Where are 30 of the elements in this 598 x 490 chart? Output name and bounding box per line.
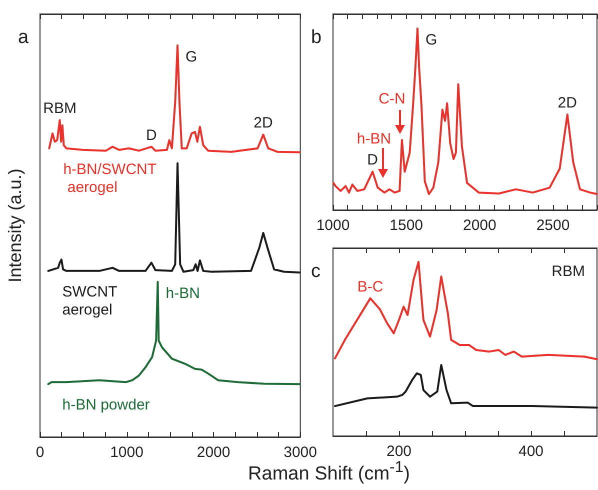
series-label: SWCNT aerogel bbox=[62, 283, 122, 318]
annotation: G bbox=[186, 48, 198, 66]
x-tick-label: 2500 bbox=[536, 217, 570, 234]
annotation: RBM bbox=[43, 100, 76, 118]
annotation: h-BN bbox=[166, 284, 200, 302]
annotation: B-C bbox=[357, 278, 384, 296]
x-tick-label: 0 bbox=[36, 444, 44, 461]
x-tick-label: 3000 bbox=[284, 444, 318, 461]
x-tick-label: 1000 bbox=[316, 217, 350, 234]
annotation: h-BN bbox=[356, 130, 392, 148]
annotation: 2D bbox=[254, 114, 274, 132]
annotation: D bbox=[146, 126, 157, 144]
x-tick-label: 2000 bbox=[462, 217, 496, 234]
annotation: RBM bbox=[552, 263, 585, 280]
x-tick-label: 2000 bbox=[196, 444, 230, 461]
annotation: 2D bbox=[558, 94, 578, 112]
text: c bbox=[311, 261, 320, 282]
x-tick-label: 200 bbox=[386, 443, 412, 460]
series-label: h-BN powder bbox=[62, 396, 150, 414]
x-axis-title: Raman Shift (cm$^{-1}$) bbox=[248, 459, 410, 484]
x-tick-label: 1500 bbox=[390, 217, 424, 234]
text: b bbox=[311, 27, 322, 48]
annotation: D bbox=[367, 152, 378, 169]
x-tick-label: 400 bbox=[518, 443, 544, 460]
y-axis-title: Intensity (a.u.) bbox=[5, 168, 25, 283]
series-label: h-BN/SWCNT aerogel bbox=[63, 160, 157, 196]
annotation: G bbox=[425, 32, 438, 49]
x-tick-label: 1000 bbox=[110, 444, 144, 461]
annotation: C-N bbox=[378, 90, 406, 108]
text: a bbox=[18, 27, 29, 48]
